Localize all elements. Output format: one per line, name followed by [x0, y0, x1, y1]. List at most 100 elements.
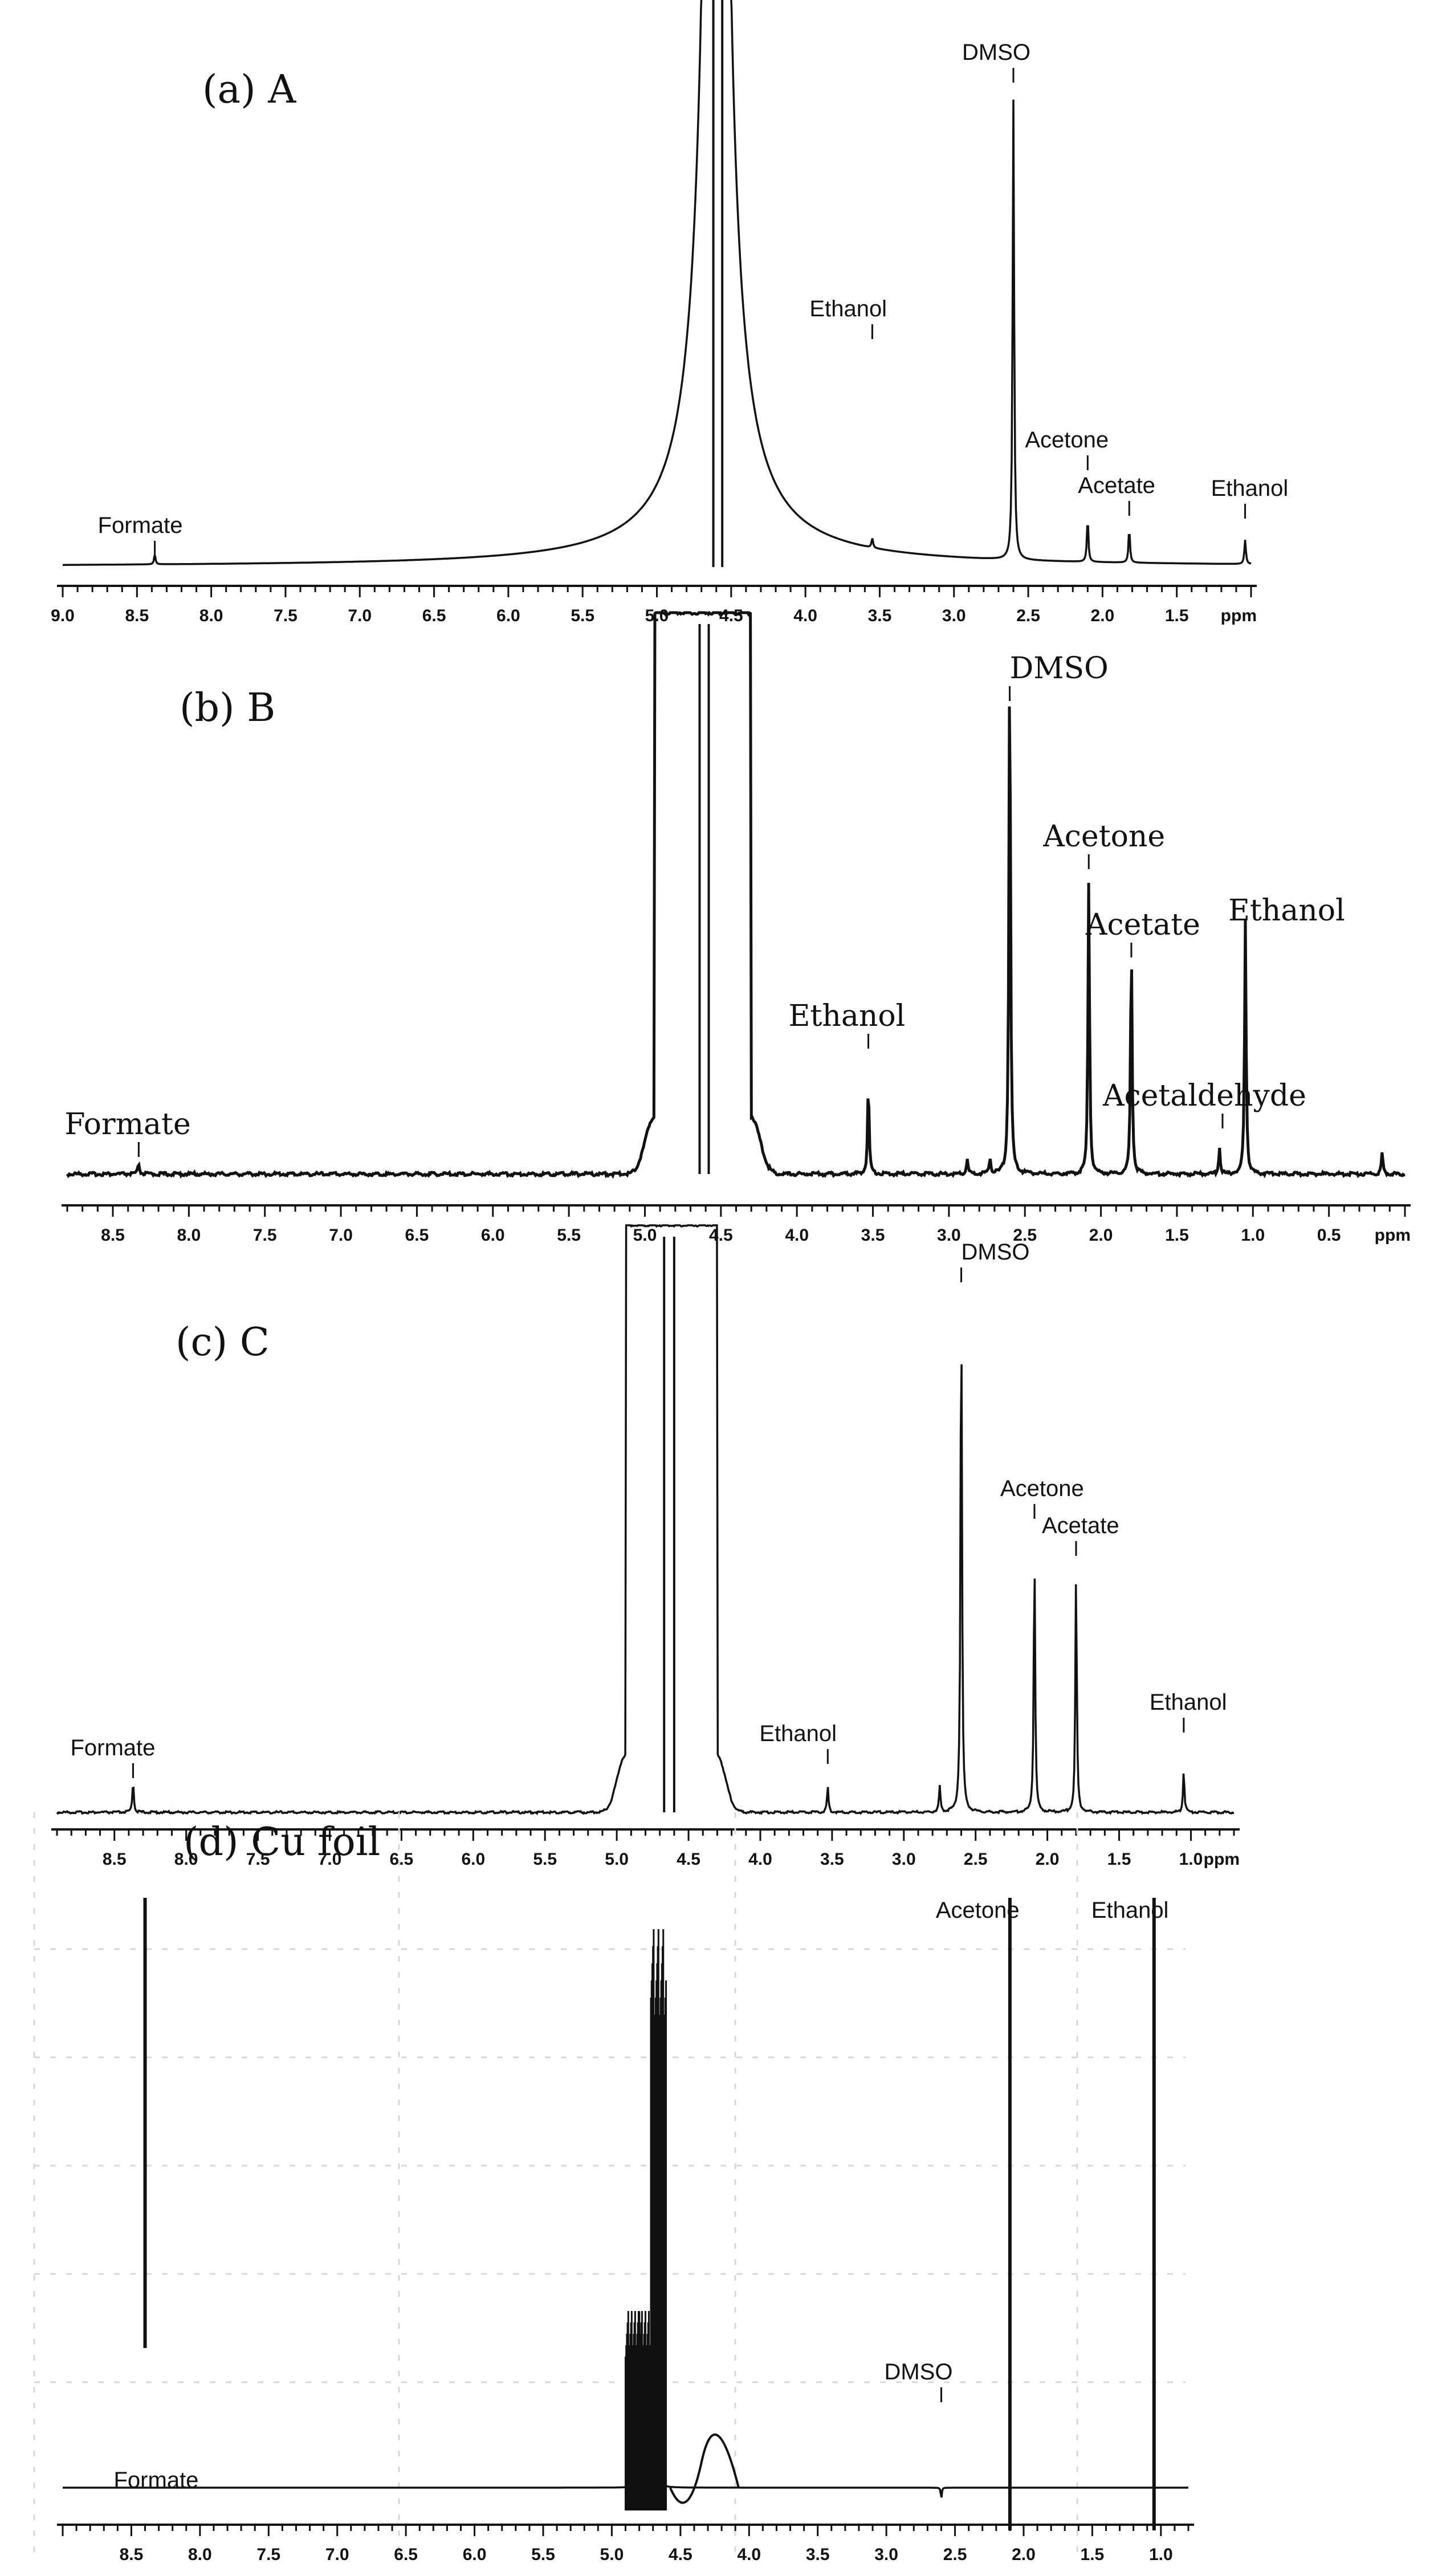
x-tick-label: 2.0	[1091, 606, 1115, 625]
x-tick-label: 3.5	[868, 606, 892, 625]
x-tick-label: 5.5	[533, 1850, 557, 1869]
x-tick-label: 3.0	[874, 2545, 898, 2564]
x-tick-label: 6.5	[394, 2545, 418, 2564]
x-tick-label: 8.0	[174, 1850, 198, 1869]
x-tick-label: 3.5	[820, 1850, 844, 1869]
x-tick-label: 5.0	[605, 1850, 629, 1869]
peak-annotation: Formate	[70, 1735, 155, 1760]
x-tick-label: 6.0	[496, 606, 520, 625]
x-tick-label: 2.0	[1012, 2545, 1036, 2564]
x-tick-label: 8.5	[125, 606, 149, 625]
x-tick-label: 0.5	[1317, 1226, 1341, 1245]
x-tick-label: 3.0	[892, 1850, 916, 1869]
peak-annotation: Ethanol	[1228, 894, 1345, 928]
spectrum-trace	[56, 1224, 1235, 1816]
x-tick-label: 5.0	[600, 2545, 624, 2564]
x-tick-label: 7.5	[246, 1850, 270, 1869]
peak-annotation: DMSO	[962, 40, 1030, 65]
x-tick-label: 7.0	[329, 1226, 353, 1245]
x-tick-label: 6.5	[405, 1226, 429, 1245]
peak-annotation: Ethanol	[1211, 476, 1289, 501]
peak-annotation: Acetaldehyde	[1102, 1079, 1306, 1113]
x-tick-label: 5.5	[531, 2545, 555, 2564]
x-tick-label: 4.0	[737, 2545, 761, 2564]
x-tick-label: 4.0	[785, 1226, 809, 1245]
peak-annotation: Ethanol	[809, 296, 887, 321]
x-tick-label: 2.5	[1016, 606, 1040, 625]
x-axis: 8.5 8.0 7.5 7.0 6.5 6.0 5.5 5.0 4.5 4.0 3.5 3.0 2.5 2…	[57, 2524, 1194, 2564]
x-tick-label: 2.5	[943, 2545, 967, 2564]
x-tick-label: 3.5	[861, 1226, 885, 1245]
x-tick-label: 7.0	[348, 606, 372, 625]
peak-annotation: Acetone	[1042, 820, 1165, 854]
x-tick-label: 1.5	[1081, 2545, 1105, 2564]
x-tick-label: 5.0	[633, 1226, 657, 1245]
x-axis-unit: ppm	[1204, 1850, 1240, 1869]
x-tick-label: 1.5	[1107, 1850, 1131, 1869]
x-axis-unit: ppm	[1221, 606, 1257, 625]
x-axis-unit: ppm	[1375, 1226, 1411, 1245]
peak-annotation: Formate	[114, 2468, 199, 2493]
peak-annotation: Acetone	[1025, 427, 1109, 453]
peak-annotation: DMSO	[884, 2359, 952, 2385]
x-tick-label: 1.5	[1165, 1226, 1189, 1245]
x-tick-label: 8.0	[188, 2545, 212, 2564]
peak-annotation: DMSO	[962, 1240, 1030, 1265]
x-tick-label: 5.5	[571, 606, 594, 625]
x-tick-label: 7.5	[253, 1226, 277, 1245]
x-tick-label: 4.0	[748, 1850, 772, 1869]
x-tick-label: 8.5	[101, 1226, 125, 1245]
peak-annotation: Ethanol	[789, 999, 906, 1033]
x-tick-label: 2.5	[964, 1850, 988, 1869]
peak-annotation: Acetone	[1000, 1476, 1084, 1501]
x-tick-label: 2.0	[1089, 1226, 1113, 1245]
peak-annotation: Ethanol	[759, 1721, 837, 1746]
x-tick-label: 1.5	[1165, 606, 1189, 625]
x-tick-label: 7.0	[318, 1850, 342, 1869]
x-tick-label: 7.0	[325, 2545, 349, 2564]
panel-b-label: (b) B	[180, 686, 275, 731]
panel-c: (c) C Formate Ethanol DMSO Acetone Acetate Et…	[51, 1224, 1240, 1869]
water-signal	[625, 1929, 667, 2510]
peak-annotation: DMSO	[1010, 651, 1109, 686]
x-tick-label: 6.0	[481, 1226, 505, 1245]
x-axis: 8.5 8.0 7.5 7.0 6.5 6.0 5.5 5.0 4.5 4.0 3.5 3.0 2.5 2…	[51, 1828, 1240, 1869]
x-tick-label: 1.0	[1179, 1850, 1203, 1869]
grid	[33, 1812, 1186, 2553]
x-tick-label: 6.5	[422, 606, 446, 625]
panel-c-label: (c) C	[176, 1320, 270, 1365]
x-tick-label: 6.0	[461, 1850, 485, 1869]
x-axis: 8.5 8.0 7.5 7.0 6.5 6.0 5.5 5.0 4.5 4.0 3.5 3.0 2.5 2…	[62, 1204, 1411, 1245]
peak-annotation: Acetate	[1085, 908, 1200, 942]
x-tick-label: 6.5	[390, 1850, 414, 1869]
x-tick-label: 3.0	[942, 606, 966, 625]
x-tick-label: 5.5	[557, 1226, 581, 1245]
peak-annotation: Formate	[98, 513, 183, 538]
x-tick-label: 4.5	[719, 606, 743, 625]
water-dispersion-tail	[669, 2434, 740, 2504]
x-tick-label: 1.0	[1149, 2545, 1173, 2564]
x-tick-label: 1.0	[1241, 1226, 1265, 1245]
x-tick-label: 7.5	[274, 606, 298, 625]
x-tick-label: 6.0	[463, 2545, 487, 2564]
peak-annotation: Ethanol	[1091, 1898, 1169, 1923]
x-tick-label: 4.0	[793, 606, 817, 625]
x-tick-label: 4.5	[709, 1226, 733, 1245]
panel-b: (b) B Formate Ethanol DMSO Acetone Acetate Et…	[62, 610, 1411, 1245]
peak-annotation: Acetone	[936, 1898, 1020, 1923]
x-axis: 9.0 8.5 8.0 7.5 7.0 6.5 6.0 5.5 5.0 4.5 4.0 3.5 3.0 2…	[51, 585, 1257, 625]
spectrum-trace	[66, 610, 1406, 1179]
panel-a-label: (a) A	[202, 67, 296, 112]
x-tick-label: 3.5	[806, 2545, 830, 2564]
x-tick-label: 8.5	[103, 1850, 127, 1869]
x-tick-label: 8.0	[177, 1226, 201, 1245]
peak-annotation: Acetate	[1042, 1513, 1119, 1538]
x-tick-label: 8.0	[199, 606, 223, 625]
x-tick-label: 4.5	[669, 2545, 692, 2564]
panel-d: (d) Cu foil Formate Acetone Ethanol DMSO 8.5…	[33, 1812, 1194, 2564]
spectrum-trace	[63, 0, 1252, 566]
peak-annotation: Acetate	[1078, 473, 1155, 498]
x-tick-label: 9.0	[51, 606, 75, 625]
peak-annotation: Ethanol	[1150, 1690, 1227, 1715]
